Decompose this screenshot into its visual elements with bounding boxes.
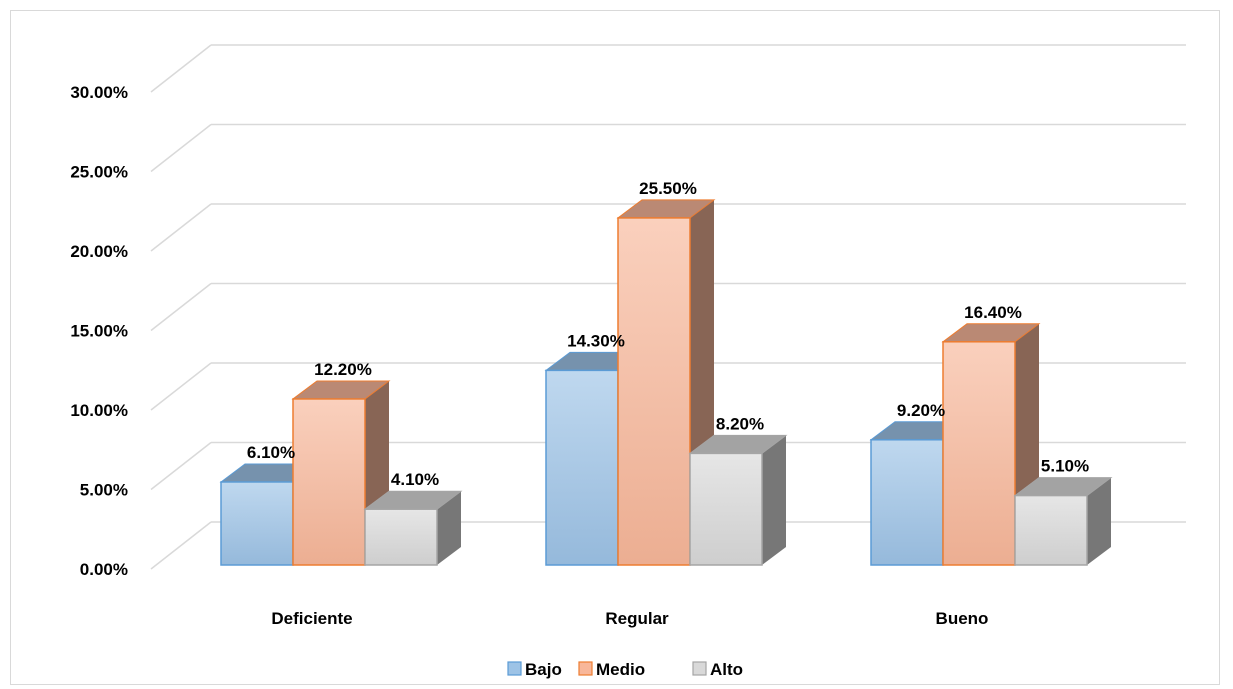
legend-swatch	[507, 661, 522, 676]
gridline-side	[150, 44, 212, 93]
data-label: 8.20%	[716, 414, 764, 433]
x-category-label: Regular	[605, 609, 669, 628]
legend-label: Alto	[710, 660, 743, 679]
y-tick-label: 30.00%	[70, 83, 128, 102]
y-tick-label: 5.00%	[80, 481, 128, 500]
y-tick-label: 25.00%	[70, 163, 128, 182]
data-label: 14.30%	[567, 331, 625, 350]
data-label: 4.10%	[391, 470, 439, 489]
data-label: 16.40%	[964, 303, 1022, 322]
data-label: 12.20%	[314, 360, 372, 379]
legend-swatch	[578, 661, 593, 676]
y-axis-ticks: 0.00% 5.00% 10.00% 15.00% 20.00% 25.00% 30.00%	[70, 83, 128, 579]
legend-swatch	[692, 661, 707, 676]
data-label: 25.50%	[639, 179, 697, 198]
data-label: 6.10%	[247, 443, 295, 462]
x-category-label: Deficiente	[271, 609, 352, 628]
chart-svg: 0.00% 5.00% 10.00% 15.00% 20.00% 25.00% 30.00%…	[70, 44, 1186, 679]
gridline-side	[150, 441, 212, 491]
bar-alto-deficiente	[363, 490, 463, 566]
gridline-side	[150, 521, 212, 570]
gridline-side	[150, 123, 212, 173]
gridline-side	[150, 362, 212, 411]
bar-alto-bueno	[1013, 477, 1113, 566]
data-labels: 6.10% 12.20% 4.10% 14.30% 25.50% 8.20% 9.20% 16…	[247, 179, 1089, 489]
y-tick-label: 0.00%	[80, 560, 128, 579]
gridline-side	[150, 203, 212, 252]
legend-label: Bajo	[525, 660, 562, 679]
gridline-side	[150, 282, 212, 332]
legend-label: Medio	[596, 660, 645, 679]
legend-item-bajo: Bajo	[507, 660, 562, 679]
y-tick-label: 20.00%	[70, 242, 128, 261]
bar-alto-regular	[688, 434, 788, 566]
legend-item-alto: Alto	[692, 660, 743, 679]
y-tick-label: 10.00%	[70, 401, 128, 420]
legend-item-medio: Medio	[578, 660, 645, 679]
legend: Bajo Medio Alto	[507, 660, 743, 679]
y-tick-label: 15.00%	[70, 322, 128, 341]
data-label: 5.10%	[1041, 457, 1089, 476]
x-axis-categories: Deficiente Regular Bueno	[271, 609, 988, 628]
data-label: 9.20%	[897, 401, 945, 420]
bars	[219, 199, 1113, 566]
chart-area: 0.00% 5.00% 10.00% 15.00% 20.00% 25.00% 30.00%…	[10, 10, 1220, 685]
x-category-label: Bueno	[936, 609, 989, 628]
